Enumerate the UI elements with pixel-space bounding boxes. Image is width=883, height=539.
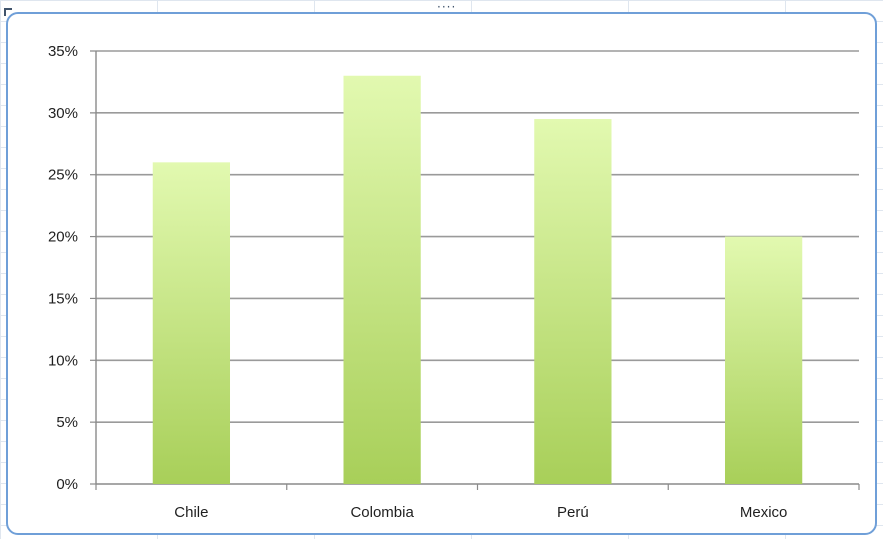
- y-tick-label: 10%: [48, 352, 78, 369]
- x-tick-label: Colombia: [350, 504, 414, 521]
- y-tick-label: 5%: [56, 414, 78, 431]
- y-tick-label: 25%: [48, 167, 78, 184]
- x-tick-label: Perú: [557, 504, 589, 521]
- bar-chart: 0% 5% 10% 15% 20% 25% 30% 35% Chile Colombia Perú M…: [48, 43, 860, 521]
- bar-colombia[interactable]: [343, 75, 421, 484]
- y-tick-label: 20%: [48, 229, 78, 246]
- chart-object[interactable]: 0% 5% 10% 15% 20% 25% 30% 35% Chile Colombia Perú M…: [6, 12, 877, 535]
- x-tick-label: Chile: [174, 504, 208, 521]
- bar-chile[interactable]: [152, 162, 231, 485]
- resize-handle-top-icon[interactable]: ····: [437, 0, 457, 14]
- y-tick-label: 35%: [48, 43, 78, 60]
- y-tick-label: 15%: [48, 290, 78, 307]
- bar-perú[interactable]: [534, 119, 612, 485]
- y-tick-label: 30%: [48, 105, 78, 122]
- selection-corner-icon: [4, 8, 12, 16]
- x-tick-label: Mexico: [740, 504, 788, 521]
- y-tick-label: 0%: [56, 476, 78, 493]
- bar-mexico[interactable]: [724, 236, 803, 484]
